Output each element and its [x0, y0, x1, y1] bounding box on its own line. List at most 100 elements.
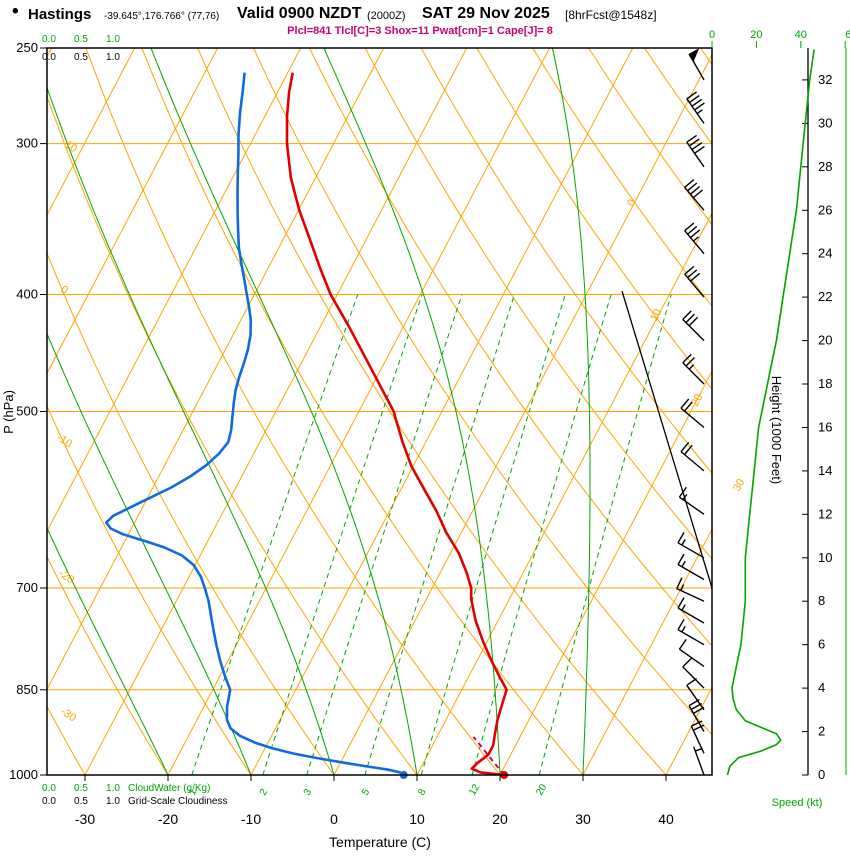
wind-barb-staff — [677, 629, 705, 646]
wind-barb-feather — [690, 229, 701, 239]
wind-barb — [677, 597, 705, 624]
wind-barb — [682, 310, 705, 342]
wind-barb-feather — [684, 222, 695, 232]
dry-adiabat-line — [420, 48, 712, 474]
wind-barb-feather — [682, 353, 692, 364]
moist-adiabat-line — [150, 48, 418, 775]
dry-adiabat-line — [47, 95, 418, 775]
cloudwater-scale-bottom: 0.0 — [42, 783, 56, 794]
mixing-ratio-line — [538, 294, 672, 775]
wind-barb-half — [681, 560, 686, 568]
temperature-tick-label: 0 — [330, 811, 338, 827]
wind-barb-feather — [691, 720, 703, 727]
isotherm-line — [47, 48, 136, 217]
mixing-ratio-label: 8 — [416, 787, 429, 798]
wind-barb-staff — [686, 141, 705, 168]
mixing-ratio-line — [191, 294, 359, 775]
wind-barb-feather — [687, 269, 698, 279]
speed-tick-label: 40 — [795, 29, 807, 41]
height-tick-label: 24 — [818, 246, 832, 261]
wind-barb — [677, 532, 705, 559]
wind-barb-feather — [680, 441, 690, 453]
wind-barb-staff — [682, 318, 705, 342]
temperature-curve — [285, 72, 508, 775]
mixing-ratio-label: 2 — [258, 787, 271, 798]
isotherm-line — [582, 528, 712, 775]
isotherm-line — [84, 48, 468, 775]
wind-barb-staff — [680, 407, 705, 429]
dry-adiabat-line — [47, 404, 252, 775]
wind-barb-feather — [694, 102, 705, 111]
speed-tick-label: 20 — [750, 29, 762, 41]
speed-tick-label: 60 — [845, 29, 850, 41]
mixing-ratio-label: 12 — [467, 782, 482, 798]
cloudwater-scale-top: 0.5 — [74, 34, 88, 45]
wind-barb — [686, 91, 705, 124]
wind-barb-staff — [686, 98, 705, 124]
wind-barb — [680, 441, 705, 472]
temperature-axis-title: Temperature (C) — [329, 834, 431, 850]
wind-barb-feather — [692, 189, 704, 199]
wind-barb-feather — [682, 310, 692, 320]
valid-zulu: (2000Z) — [367, 10, 406, 22]
wind-barb-half — [680, 584, 685, 591]
dry-adiabat-label: 0 — [58, 284, 70, 297]
height-tick-label: 18 — [818, 376, 832, 391]
wind-barb — [682, 353, 705, 385]
wind-barb-feather — [683, 444, 693, 455]
pressure-tick-label: 500 — [16, 404, 38, 419]
wind-barb-feather — [682, 657, 692, 668]
height-tick-label: 12 — [818, 506, 832, 521]
isotherm-line — [333, 53, 712, 775]
pressure-tick-label: 400 — [16, 287, 38, 302]
wind-barb — [690, 720, 705, 754]
temperature-tick-label: 20 — [492, 811, 508, 827]
wind-barb-feather — [680, 398, 690, 409]
cloudiness-scale-bottom: 0.0 — [42, 796, 56, 807]
wind-barb-half — [681, 604, 686, 611]
temperature-tick-label: -20 — [158, 811, 178, 827]
wind-barb-feather — [685, 313, 695, 323]
height-tick-label: 14 — [818, 463, 832, 478]
wind-barb-feather — [677, 532, 685, 544]
wind-barb-feather — [687, 225, 698, 235]
cloudwater-axis-title: CloudWater (g/Kg) — [128, 783, 210, 794]
mixing-ratio-line — [364, 294, 515, 775]
isotherm-line — [47, 48, 385, 691]
wind-barb — [678, 638, 705, 667]
temperature-tick-label: 10 — [409, 811, 425, 827]
speed-tick-label: 0 — [709, 29, 715, 41]
temperature-tick-label: -10 — [241, 811, 261, 827]
wind-barb-feather — [692, 724, 705, 731]
speed-axis-title: Speed (kt) — [772, 797, 823, 809]
valid-date: SAT 29 Nov 2025 — [422, 5, 550, 22]
plot-area — [47, 48, 712, 775]
wind-barb-feather — [677, 553, 685, 565]
cloudiness-scale-bottom: 0.5 — [74, 796, 88, 807]
wind-barb-half — [682, 493, 688, 501]
mixing-ratio-line — [471, 294, 612, 775]
wind-barb-feather — [690, 185, 701, 195]
temperature-tick-label: 30 — [575, 811, 591, 827]
wind-speed-curve — [726, 49, 815, 776]
wind-barb-feather — [686, 91, 698, 100]
wind-barb-feather — [690, 272, 701, 282]
forecast-note: [8hrFcst@1548z] — [565, 8, 657, 22]
moist-adiabat-line — [47, 86, 335, 775]
cloudiness-scale-top: 0.5 — [74, 52, 88, 63]
pressure-axis-title: P (hPa) — [1, 390, 16, 434]
dry-adiabat-line — [197, 48, 667, 775]
wind-barb-feather — [686, 134, 697, 143]
wind-barb — [693, 746, 705, 776]
dry-adiabat-label: 10 — [62, 139, 79, 156]
wind-barb-feather — [688, 138, 700, 147]
height-tick-label: 32 — [818, 72, 832, 87]
moist-adiabat-line — [47, 332, 252, 775]
wind-barb — [680, 398, 705, 429]
dry-adiabat-line — [85, 48, 501, 775]
isotherm-label: 20 — [689, 392, 705, 408]
wind-barb-feather — [685, 357, 695, 367]
wind-barb-feather — [691, 142, 703, 151]
height-tick-label: 28 — [818, 159, 832, 174]
